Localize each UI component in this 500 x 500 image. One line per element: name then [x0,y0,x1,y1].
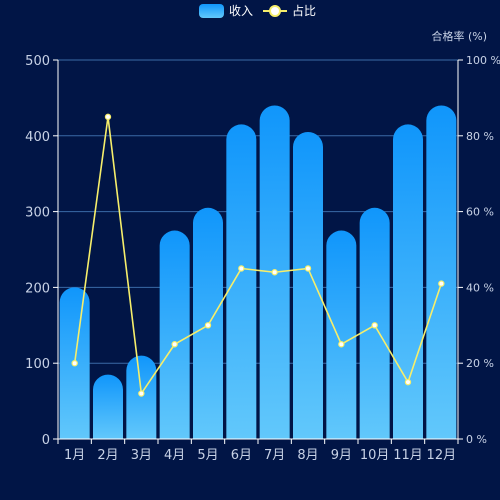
bar[interactable] [293,132,323,439]
left-tick-label: 500 [25,54,50,69]
right-axis-name: 合格率 (%) [431,29,487,43]
right-tick-label: 20 % [466,357,494,370]
ratio-point[interactable] [171,341,178,348]
x-tick-label: 7月 [264,448,285,463]
legend-bar-label: 收入 [229,4,253,18]
left-axis-ticks: 0 100 200 300 400 500 [25,54,50,448]
x-tick-label: 12月 [427,448,457,463]
x-tick-label: 9月 [331,448,352,463]
ratio-point[interactable] [138,390,145,397]
ratio-point[interactable] [404,378,412,386]
bar-series [59,105,457,439]
x-tick-label: 2月 [97,448,118,463]
legend-item-line[interactable]: 占比 [263,3,316,18]
ratio-point[interactable] [104,113,112,121]
left-tick-label: 200 [25,281,50,296]
right-tick-label: 60 % [466,206,494,219]
x-tick-label: 11月 [393,448,423,463]
ratio-point[interactable] [71,360,78,367]
x-tick-label: 8月 [297,448,318,463]
legend-bar-swatch [199,4,224,18]
right-tick-label: 40 % [466,281,494,294]
ratio-point[interactable] [338,341,345,348]
grid-lines [58,59,458,364]
ratio-point[interactable] [238,265,245,272]
legend[interactable]: 收入 占比 [199,3,316,18]
left-tick-label: 300 [25,206,50,221]
bar[interactable] [159,230,190,439]
ratio-point[interactable] [304,265,312,272]
ratio-point[interactable] [438,280,445,287]
bar[interactable] [126,355,157,439]
right-tick-label: 100 % [466,54,500,67]
right-axis-ticks: 0 % 20 % 40 % 60 % 80 % 100 % [466,54,500,446]
ratio-point[interactable] [371,322,378,329]
axes [53,59,463,444]
left-tick-label: 0 [42,433,50,448]
bar[interactable] [426,105,457,439]
legend-line-marker [269,5,281,17]
right-tick-label: 0 % [466,433,487,446]
legend-item-bar[interactable]: 收入 [199,4,253,18]
line-series [71,113,445,397]
x-tick-label: 1月 [64,448,85,463]
bar[interactable] [393,124,423,439]
ratio-line [73,116,443,396]
x-tick-label: 4月 [164,448,185,463]
left-tick-label: 400 [25,130,50,145]
x-tick-label: 5月 [197,448,218,463]
x-axis-ticks: 1月 2月 3月 4月 5月 6月 7月 8月 9月 10月 11月 12月 [64,448,456,463]
right-tick-label: 80 % [466,130,494,143]
x-tick-label: 10月 [360,448,390,463]
left-tick-label: 100 [25,357,50,372]
legend-line-label: 占比 [292,3,316,18]
bar[interactable] [326,230,357,439]
bar[interactable] [93,374,123,439]
bar[interactable] [226,124,257,439]
ratio-point[interactable] [204,322,212,329]
ratio-point[interactable] [271,269,278,276]
x-tick-label: 6月 [231,448,252,463]
x-tick-label: 3月 [131,448,152,463]
